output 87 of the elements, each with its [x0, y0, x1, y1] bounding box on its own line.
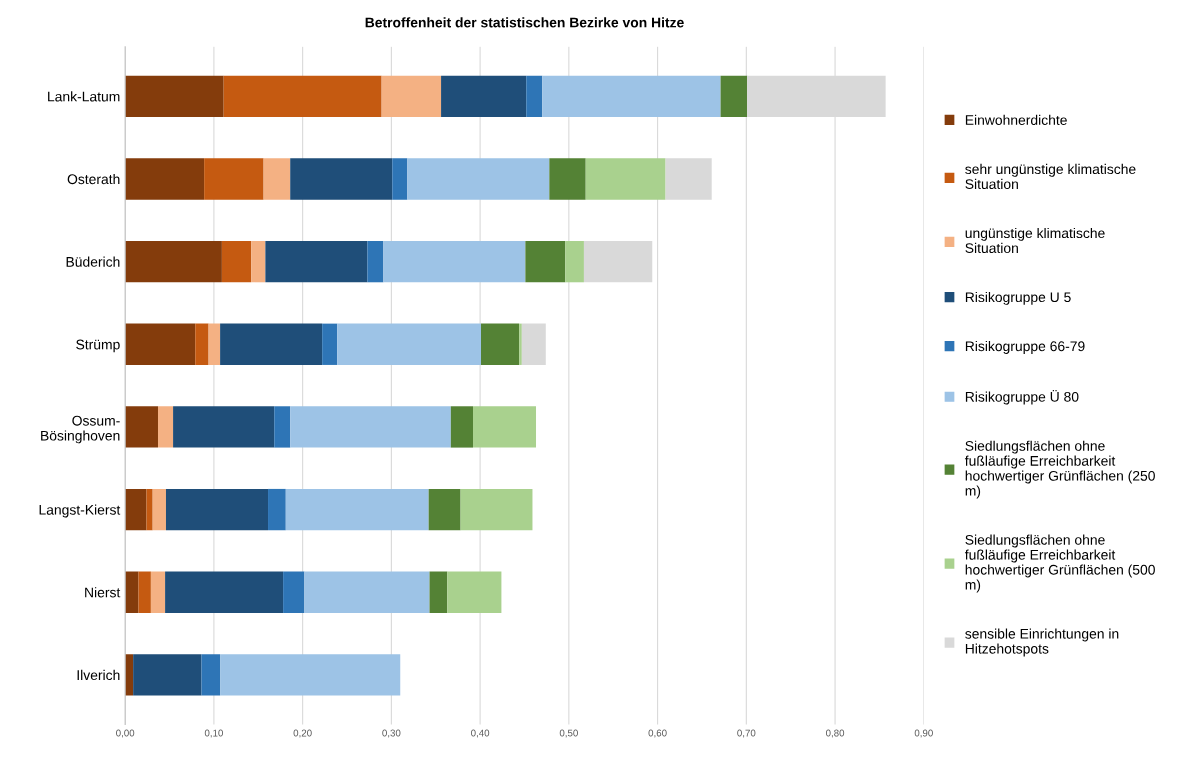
- bar: [165, 488, 269, 531]
- bar: [251, 240, 266, 283]
- bar: [367, 240, 384, 283]
- bar: [125, 240, 222, 283]
- x-tick-label: 0,80: [825, 729, 845, 738]
- bar: [407, 158, 550, 200]
- bar: [450, 406, 474, 448]
- y-tick-label: Langst-Kierst: [39, 504, 121, 518]
- y-tick-label: Ossum- Bösinghoven: [41, 415, 120, 444]
- legend-label: Risikogruppe Ü 80: [965, 390, 1079, 405]
- bar: [157, 406, 174, 448]
- bar: [220, 654, 401, 696]
- bar: [133, 654, 202, 696]
- bar: [263, 158, 291, 200]
- bar: [665, 158, 712, 200]
- y-tick-label: Büderich: [66, 256, 120, 267]
- x-tick-label: 0,60: [648, 729, 667, 738]
- bar: [290, 158, 393, 200]
- bar: [720, 75, 748, 117]
- bar: [265, 240, 368, 283]
- bar: [460, 488, 533, 531]
- bar: [208, 323, 221, 365]
- legend-label: Siedlungsflächen ohne fußläufige Erreichbarkeit hochwertiger Grünflächen (250 m): [964, 440, 1155, 499]
- x-tick-label: 0,40: [471, 729, 490, 738]
- bar: [125, 406, 158, 448]
- bar: [125, 158, 205, 200]
- bar: [125, 488, 147, 531]
- bar: [322, 323, 338, 365]
- bar: [392, 158, 408, 200]
- bar: [150, 571, 166, 613]
- bar: [428, 488, 461, 531]
- bar: [268, 488, 286, 531]
- x-tick-label: 0,30: [382, 729, 401, 738]
- y-tick-label: Lank-Latum: [48, 91, 120, 102]
- bar: [304, 571, 430, 613]
- bar: [138, 571, 151, 613]
- legend-label: Einwohnerdichte: [965, 114, 1067, 125]
- legend-label: Risikogruppe 66-79: [965, 340, 1085, 354]
- y-tick-label: Ilverich: [77, 669, 120, 681]
- x-tick-label: 0,70: [737, 729, 756, 738]
- y-tick-label: Strümp: [76, 339, 120, 353]
- bar: [441, 75, 527, 117]
- legend-label: Siedlungsflächen ohne fußläufige Erreichbarkeit hochwertiger Grünflächen (500 m): [964, 534, 1155, 593]
- bar: [429, 571, 448, 613]
- bar: [337, 323, 481, 365]
- bar: [565, 240, 584, 283]
- bar: [201, 654, 221, 696]
- bar: [204, 158, 264, 200]
- bar: [173, 406, 275, 448]
- bar: [583, 240, 653, 283]
- bar: [274, 406, 291, 448]
- bar: [521, 323, 546, 365]
- y-tick-label: Nierst: [85, 587, 121, 598]
- bar: [125, 75, 224, 117]
- x-tick-label: 0,00: [116, 729, 135, 738]
- bar: [519, 323, 522, 365]
- bar: [152, 488, 166, 531]
- x-tick-label: 0,50: [559, 729, 578, 738]
- bar: [165, 571, 284, 613]
- bar: [526, 75, 543, 117]
- legend-label: ungünstige klimatische Situation: [965, 227, 1105, 254]
- bar: [585, 158, 666, 200]
- legend-label: Risikogruppe U 5: [965, 291, 1071, 305]
- bar: [223, 75, 382, 117]
- bar: [481, 323, 520, 365]
- bar: [447, 571, 502, 613]
- chart-title: Betroffenheit der statistischen Bezirke von Hitze: [365, 17, 684, 28]
- bar: [290, 406, 451, 448]
- bar: [549, 158, 586, 200]
- bar: [542, 75, 721, 117]
- bar: [473, 406, 537, 448]
- x-tick-label: 0,20: [293, 729, 312, 738]
- bar: [525, 240, 566, 283]
- bar: [195, 323, 209, 365]
- bar: [381, 75, 442, 117]
- bar: [283, 571, 305, 613]
- bar: [146, 488, 153, 531]
- legend-label: sensible Einrichtungen in Hitzehotspots: [965, 628, 1119, 657]
- bar: [220, 323, 323, 365]
- y-tick-label: Osterath: [67, 173, 120, 185]
- bar: [221, 240, 252, 283]
- x-tick-label: 0,10: [204, 729, 223, 738]
- bar: [125, 323, 196, 365]
- legend-label: sehr ungünstige klimatische Situation: [965, 163, 1136, 190]
- bar: [285, 488, 429, 531]
- x-tick-label: 0,90: [914, 729, 933, 738]
- bar: [383, 240, 526, 283]
